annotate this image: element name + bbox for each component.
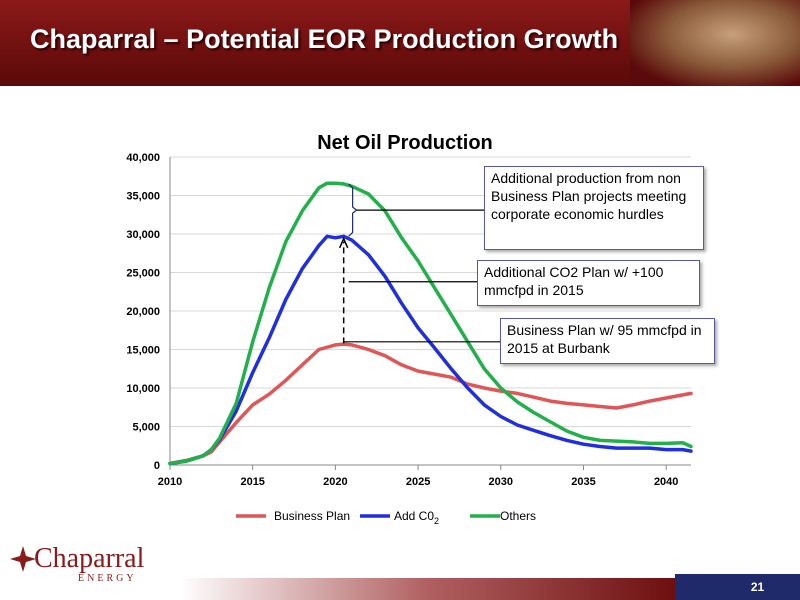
footer-bar <box>180 578 675 600</box>
header-decoration-image <box>630 0 800 86</box>
y-tick-label: 40,000 <box>126 152 160 164</box>
logo-emblem-icon <box>10 546 36 572</box>
legend-label-2: Add C02 <box>394 509 439 526</box>
x-tick-label: 2010 <box>158 476 182 488</box>
y-tick-label: 20,000 <box>126 306 160 318</box>
series-line-2 <box>168 234 693 466</box>
y-tick-label: 30,000 <box>126 229 160 241</box>
page-number-box: 21 <box>675 574 800 600</box>
slide-header: Chaparral – Potential EOR Production Gro… <box>0 0 800 86</box>
growth-arrowhead <box>338 236 349 249</box>
x-tick-label: 2035 <box>571 476 595 488</box>
chart-title: Net Oil Production <box>317 132 493 154</box>
page-number: 21 <box>750 580 765 594</box>
legend-label-1: Business Plan <box>274 509 350 523</box>
company-logo: Chaparral ENERGY <box>8 540 178 590</box>
logo-subtitle: ENERGY <box>78 573 137 584</box>
x-tick-label: 2020 <box>323 476 347 488</box>
y-tick-label: 15,000 <box>126 345 160 357</box>
y-tick-label: 0 <box>154 460 160 472</box>
y-tick-label: 25,000 <box>126 268 160 280</box>
x-tick-label: 2040 <box>654 476 678 488</box>
x-tick-label: 2025 <box>406 476 430 488</box>
slide-title: Chaparral – Potential EOR Production Gro… <box>30 24 619 54</box>
y-tick-label: 35,000 <box>126 191 160 203</box>
x-tick-label: 2015 <box>240 476 264 488</box>
y-tick-label: 10,000 <box>126 383 160 395</box>
y-tick-label: 5,000 <box>132 422 160 434</box>
callout-others: Additional production from non Business … <box>484 166 704 250</box>
others-bracket <box>348 183 358 237</box>
callout-co2: Additional CO2 Plan w/ +100 mmcfpd in 20… <box>477 260 700 306</box>
chart: Net Oil Production 0 5,000 10,000 15,000 20,0… <box>126 132 693 526</box>
x-tick-label: 2030 <box>489 476 513 488</box>
legend-label-subscript: 2 <box>434 516 439 526</box>
legend-label-3: Others <box>500 509 536 523</box>
series-line-3 <box>168 181 693 466</box>
series-line-1 <box>168 342 693 466</box>
logo-name: Chaparral <box>34 543 145 574</box>
callout-business-plan: Business Plan w/ 95 mmcfpd in 2015 at Bu… <box>500 318 715 364</box>
